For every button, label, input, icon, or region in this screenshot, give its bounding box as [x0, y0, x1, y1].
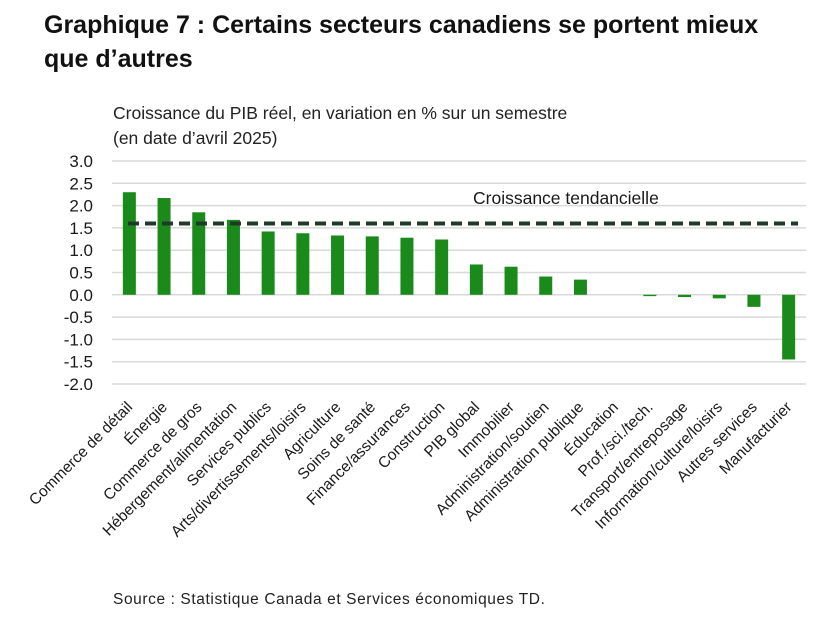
y-tick-label: 0.5 — [69, 264, 93, 283]
y-tick-label: -1.5 — [64, 353, 93, 372]
bar — [435, 239, 449, 295]
bar — [469, 264, 483, 295]
y-tick-label: -1.0 — [64, 330, 93, 349]
bar — [782, 294, 796, 360]
source-note: Source : Statistique Canada et Services … — [113, 591, 546, 608]
bar — [365, 236, 379, 295]
bar — [573, 279, 587, 295]
bar — [192, 212, 206, 295]
bar — [643, 294, 657, 297]
trend-line-label: Croissance tendancielle — [473, 188, 659, 208]
bar — [400, 237, 414, 295]
y-tick-label: 3.0 — [69, 152, 93, 171]
bar — [504, 266, 518, 295]
bar — [296, 233, 310, 295]
chart-title: Graphique 7 : Certains secteurs canadien… — [44, 11, 759, 73]
bar — [122, 192, 136, 295]
bar — [678, 294, 692, 298]
y-tick-label: -2.0 — [64, 375, 93, 394]
y-axis-label: Croissance du PIB réel, en variation en … — [113, 103, 568, 148]
bar — [539, 276, 553, 295]
y-tick-label: 2.0 — [69, 197, 93, 216]
y-axis-ticks: 3.0 2.5 2.0 1.5 1.0 0.5 0.0 -0.5 -1.0 -1.5 -2.0 — [64, 152, 93, 394]
trend-line-group: Croissance tendancielle — [128, 188, 798, 226]
y-tick-label: 2.5 — [69, 174, 93, 193]
y-tick-label: -0.5 — [64, 308, 93, 327]
gridlines — [112, 160, 806, 385]
bar — [261, 231, 275, 295]
bar — [157, 198, 171, 295]
y-tick-label: 1.5 — [69, 219, 93, 238]
bars — [122, 192, 796, 360]
bar — [747, 294, 761, 307]
y-tick-label: 1.0 — [69, 241, 93, 260]
bar — [226, 219, 240, 295]
y-tick-label: 0.0 — [69, 286, 93, 305]
bar — [712, 294, 726, 299]
bar — [331, 235, 345, 295]
